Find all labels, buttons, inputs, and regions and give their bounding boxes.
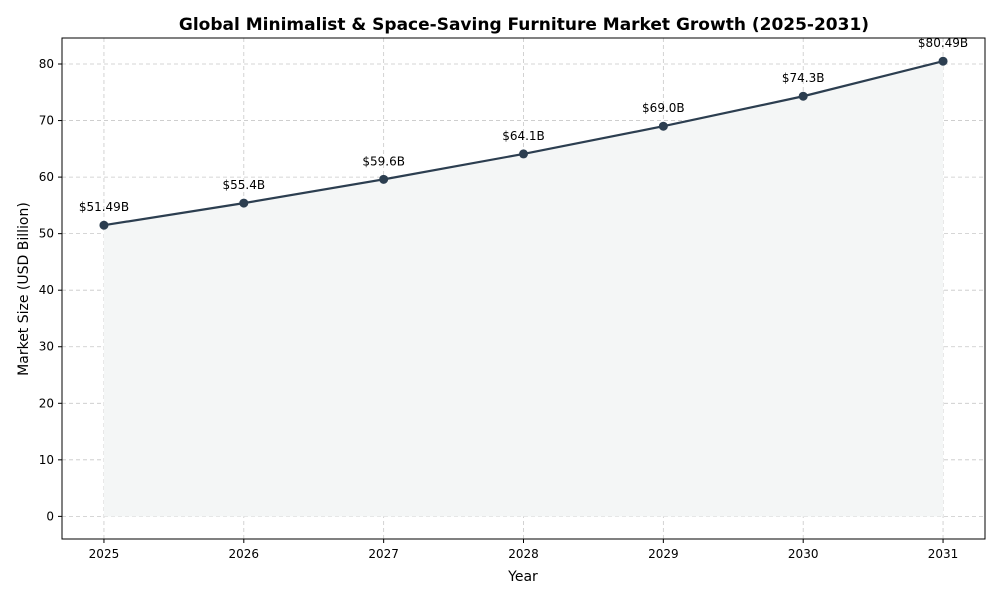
x-tick-label: 2031: [928, 547, 959, 561]
data-label: $64.1B: [502, 129, 545, 143]
x-tick-label: 2028: [508, 547, 539, 561]
y-tick-label: 80: [39, 57, 54, 71]
y-tick-label: 30: [39, 340, 54, 354]
chart-title: Global Minimalist & Space-Saving Furnitu…: [179, 15, 869, 35]
data-label: $55.4B: [223, 178, 266, 192]
data-point: [379, 174, 389, 184]
data-label: $51.49B: [79, 200, 129, 214]
data-point: [99, 220, 109, 230]
y-tick-label: 10: [39, 453, 54, 467]
data-point: [239, 198, 249, 208]
data-label: $80.49B: [918, 36, 968, 50]
x-tick-label: 2025: [89, 547, 120, 561]
y-tick-label: 40: [39, 283, 54, 297]
data-label: $59.6B: [362, 154, 405, 168]
x-axis-label: Year: [507, 569, 538, 585]
data-label: $69.0B: [642, 101, 685, 115]
data-point: [938, 56, 948, 66]
x-tick-label: 2027: [368, 547, 399, 561]
y-tick-label: 20: [39, 396, 54, 410]
y-tick-label: 0: [46, 509, 54, 523]
data-label: $74.3B: [782, 71, 825, 85]
data-point: [519, 149, 528, 159]
y-tick-label: 50: [39, 227, 54, 241]
data-point: [798, 91, 808, 101]
data-point: [658, 121, 668, 131]
x-tick-label: 2030: [788, 547, 819, 561]
y-tick-label: 70: [39, 114, 54, 128]
y-axis-label: Market Size (USD Billion): [16, 202, 32, 376]
area-fill: [103, 61, 944, 517]
x-tick-label: 2029: [648, 547, 679, 561]
x-tick-label: 2026: [229, 547, 260, 561]
y-tick-label: 60: [39, 170, 54, 184]
